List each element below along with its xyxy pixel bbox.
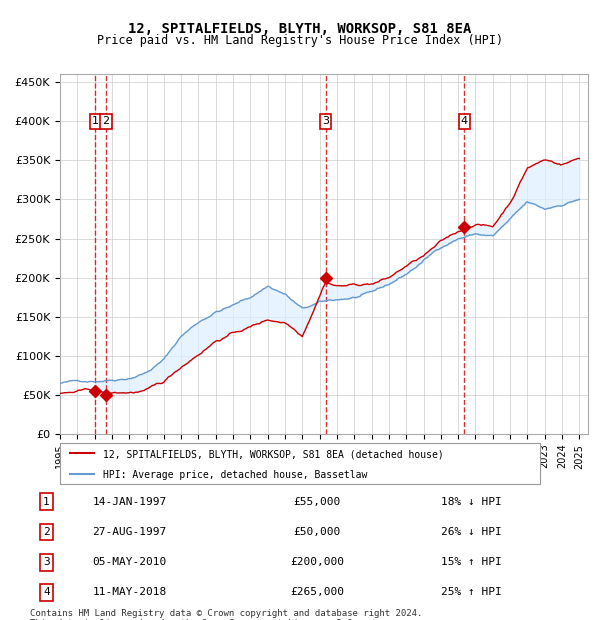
Text: HPI: Average price, detached house, Bassetlaw: HPI: Average price, detached house, Bass… bbox=[103, 470, 368, 480]
Text: 2: 2 bbox=[103, 117, 109, 126]
Text: £55,000: £55,000 bbox=[293, 497, 341, 507]
Text: 3: 3 bbox=[322, 117, 329, 126]
FancyBboxPatch shape bbox=[60, 443, 540, 484]
Text: 11-MAY-2018: 11-MAY-2018 bbox=[92, 588, 166, 598]
Text: Price paid vs. HM Land Registry's House Price Index (HPI): Price paid vs. HM Land Registry's House … bbox=[97, 34, 503, 47]
Text: 05-MAY-2010: 05-MAY-2010 bbox=[92, 557, 166, 567]
Text: 14-JAN-1997: 14-JAN-1997 bbox=[92, 497, 166, 507]
Text: £200,000: £200,000 bbox=[290, 557, 344, 567]
Text: 3: 3 bbox=[43, 557, 50, 567]
Text: 12, SPITALFIELDS, BLYTH, WORKSOP, S81 8EA: 12, SPITALFIELDS, BLYTH, WORKSOP, S81 8E… bbox=[128, 22, 472, 36]
Text: 4: 4 bbox=[461, 117, 468, 126]
Text: 1: 1 bbox=[92, 117, 99, 126]
Text: 4: 4 bbox=[43, 588, 50, 598]
Text: 27-AUG-1997: 27-AUG-1997 bbox=[92, 527, 166, 537]
Text: Contains HM Land Registry data © Crown copyright and database right 2024.
This d: Contains HM Land Registry data © Crown c… bbox=[30, 609, 422, 620]
Text: 15% ↑ HPI: 15% ↑ HPI bbox=[441, 557, 502, 567]
Text: 26% ↓ HPI: 26% ↓ HPI bbox=[441, 527, 502, 537]
Text: 25% ↑ HPI: 25% ↑ HPI bbox=[441, 588, 502, 598]
Text: 18% ↓ HPI: 18% ↓ HPI bbox=[441, 497, 502, 507]
Text: 1: 1 bbox=[43, 497, 50, 507]
Text: £50,000: £50,000 bbox=[293, 527, 341, 537]
Text: 2: 2 bbox=[43, 527, 50, 537]
Text: 12, SPITALFIELDS, BLYTH, WORKSOP, S81 8EA (detached house): 12, SPITALFIELDS, BLYTH, WORKSOP, S81 8E… bbox=[103, 450, 444, 459]
Text: £265,000: £265,000 bbox=[290, 588, 344, 598]
